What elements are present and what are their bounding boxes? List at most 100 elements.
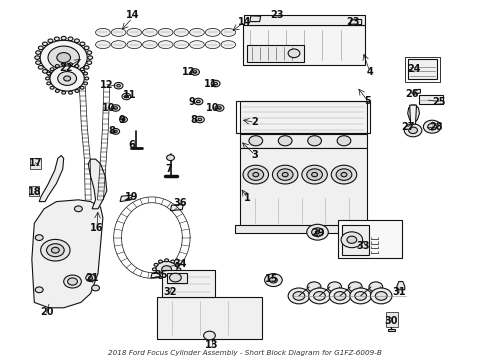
Circle shape <box>162 266 172 273</box>
Polygon shape <box>350 19 362 25</box>
Circle shape <box>80 68 84 71</box>
Ellipse shape <box>96 28 110 36</box>
Ellipse shape <box>190 28 204 36</box>
Circle shape <box>334 292 346 300</box>
Circle shape <box>265 274 282 287</box>
Circle shape <box>170 273 181 282</box>
Circle shape <box>293 292 305 300</box>
Ellipse shape <box>174 41 189 49</box>
Text: 2: 2 <box>251 117 258 127</box>
Bar <box>236 101 370 133</box>
Ellipse shape <box>96 41 110 49</box>
Circle shape <box>302 165 327 184</box>
Text: 4: 4 <box>367 67 373 77</box>
Ellipse shape <box>221 28 236 36</box>
Circle shape <box>61 75 66 79</box>
Ellipse shape <box>143 28 157 36</box>
Bar <box>338 220 402 258</box>
Circle shape <box>87 51 92 54</box>
Text: 26: 26 <box>405 89 418 99</box>
Circle shape <box>87 61 92 64</box>
Text: 34: 34 <box>173 258 187 269</box>
Circle shape <box>370 288 392 304</box>
Circle shape <box>167 155 174 161</box>
Ellipse shape <box>190 41 204 49</box>
Circle shape <box>50 86 54 89</box>
Circle shape <box>84 72 88 75</box>
Circle shape <box>69 63 73 66</box>
Circle shape <box>248 169 264 180</box>
Bar <box>342 225 369 255</box>
Bar <box>419 95 443 104</box>
Circle shape <box>35 287 43 293</box>
Text: 36: 36 <box>173 198 187 208</box>
Circle shape <box>54 75 59 78</box>
Ellipse shape <box>143 41 157 49</box>
Polygon shape <box>413 89 420 94</box>
Polygon shape <box>39 156 64 202</box>
Text: 9: 9 <box>118 114 125 125</box>
Circle shape <box>288 288 310 304</box>
Text: 35: 35 <box>154 270 168 280</box>
Circle shape <box>314 292 325 300</box>
Circle shape <box>120 117 127 122</box>
Text: 12: 12 <box>182 67 196 77</box>
Circle shape <box>423 120 441 133</box>
Ellipse shape <box>205 28 220 36</box>
Circle shape <box>75 64 79 67</box>
Bar <box>247 45 304 62</box>
Text: 10: 10 <box>206 103 220 113</box>
Text: 14: 14 <box>238 17 252 27</box>
Circle shape <box>404 124 422 137</box>
Circle shape <box>80 42 85 46</box>
Circle shape <box>198 118 202 121</box>
Text: 1: 1 <box>244 193 251 203</box>
Circle shape <box>428 123 437 130</box>
Circle shape <box>350 288 371 304</box>
Circle shape <box>175 272 179 275</box>
Text: 32: 32 <box>164 287 177 297</box>
Circle shape <box>328 282 342 292</box>
Circle shape <box>61 36 66 40</box>
Circle shape <box>85 77 89 80</box>
Circle shape <box>347 236 357 243</box>
Circle shape <box>215 105 224 111</box>
Circle shape <box>43 69 48 73</box>
Circle shape <box>124 95 128 98</box>
Polygon shape <box>397 282 405 290</box>
Circle shape <box>409 127 417 134</box>
Circle shape <box>152 268 156 271</box>
Bar <box>386 312 398 327</box>
Circle shape <box>355 292 367 300</box>
Circle shape <box>58 72 76 85</box>
Circle shape <box>165 259 169 262</box>
Circle shape <box>38 66 43 69</box>
Circle shape <box>50 68 54 71</box>
Circle shape <box>312 228 323 237</box>
Text: 17: 17 <box>28 158 42 168</box>
Circle shape <box>48 73 53 76</box>
Bar <box>29 186 39 196</box>
Circle shape <box>47 72 50 75</box>
Circle shape <box>312 172 318 177</box>
Circle shape <box>50 66 84 91</box>
Text: 10: 10 <box>102 103 116 113</box>
Circle shape <box>309 288 330 304</box>
Circle shape <box>272 165 298 184</box>
Circle shape <box>112 129 120 134</box>
Text: 19: 19 <box>124 192 138 202</box>
Circle shape <box>308 136 321 146</box>
Circle shape <box>86 274 96 282</box>
Circle shape <box>74 39 79 42</box>
Text: 23: 23 <box>346 17 360 27</box>
Circle shape <box>369 282 383 292</box>
Circle shape <box>193 71 197 73</box>
Ellipse shape <box>174 28 189 36</box>
Circle shape <box>156 261 177 277</box>
Circle shape <box>68 75 73 78</box>
Bar <box>235 225 371 233</box>
Text: 6: 6 <box>128 140 135 150</box>
Circle shape <box>196 100 200 103</box>
Circle shape <box>341 172 347 177</box>
Circle shape <box>35 235 43 240</box>
